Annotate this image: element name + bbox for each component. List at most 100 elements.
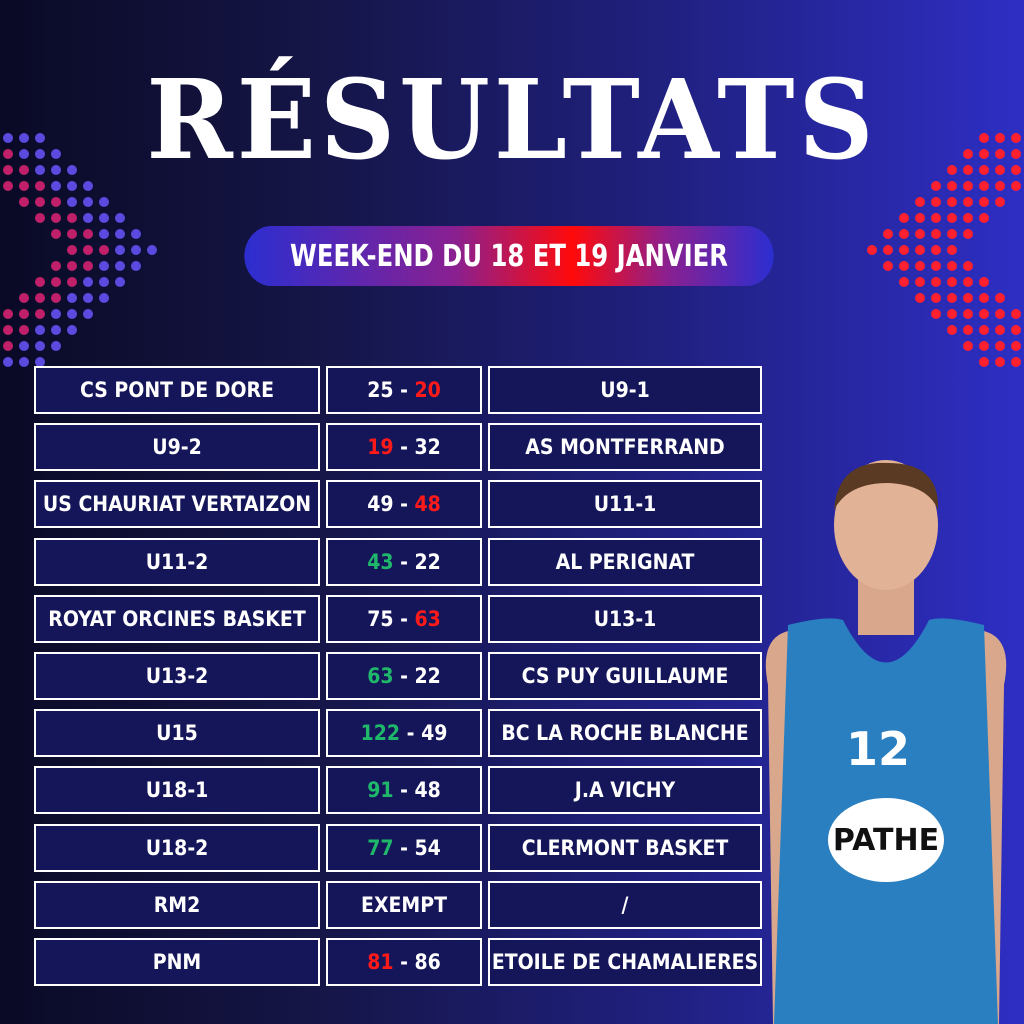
decor-dot [67, 181, 77, 191]
decor-dot [883, 261, 893, 271]
decor-dot [963, 181, 973, 191]
decor-dot [35, 293, 45, 303]
score-right: 20 [414, 378, 441, 402]
decor-dot [67, 197, 77, 207]
score-left: 25 [367, 378, 394, 402]
decor-dot [995, 341, 1005, 351]
decor-dot [83, 309, 93, 319]
decor-dot [963, 293, 973, 303]
decor-dot [83, 261, 93, 271]
decor-dot [19, 133, 29, 143]
decor-dot [931, 245, 941, 255]
decor-dot [51, 309, 61, 319]
decor-dot [963, 277, 973, 287]
decor-dot [35, 165, 45, 175]
decor-dot [1011, 341, 1021, 351]
decor-dot [83, 181, 93, 191]
decor-dot [915, 293, 925, 303]
decor-dot [979, 341, 989, 351]
decor-dot [995, 133, 1005, 143]
decor-dot [979, 309, 989, 319]
score: 81 - 86 [326, 938, 482, 986]
decor-dot [995, 149, 1005, 159]
decor-dot [3, 149, 13, 159]
score-left: 81 [367, 950, 394, 974]
decor-dot [931, 277, 941, 287]
score: 122 - 49 [326, 709, 482, 758]
away-team: U9-1 [488, 366, 762, 414]
decor-dot [899, 245, 909, 255]
decor-dot [963, 197, 973, 207]
decor-dot [3, 341, 13, 351]
decor-dot [1011, 181, 1021, 191]
decor-dot [915, 213, 925, 223]
decor-dot [963, 229, 973, 239]
score-left: 122 [360, 721, 401, 746]
decor-dot [915, 245, 925, 255]
away-team: CS PUY GUILLAUME [488, 652, 762, 700]
decor-dot [67, 261, 77, 271]
decor-dot [995, 293, 1005, 303]
decor-dot [947, 245, 957, 255]
decor-dot [995, 197, 1005, 207]
decor-dot [67, 309, 77, 319]
decor-dot [867, 245, 877, 255]
decor-dot [979, 149, 989, 159]
decor-dot [1011, 309, 1021, 319]
decor-dot [35, 277, 45, 287]
decor-dot [83, 277, 93, 287]
decor-dot [83, 245, 93, 255]
home-team: U11-2 [34, 537, 320, 586]
decor-dot [1011, 357, 1021, 367]
decor-dot [147, 245, 157, 255]
decor-dot [51, 293, 61, 303]
score-right: 54 [414, 835, 441, 860]
decor-dot [115, 245, 125, 255]
decor-dot [995, 165, 1005, 175]
decor-dot [915, 229, 925, 239]
decor-dot [115, 229, 125, 239]
away-team: CLERMONT BASKET [488, 823, 762, 872]
decor-dot [19, 165, 29, 175]
score-left: 91 [367, 778, 394, 803]
score: 75 - 63 [326, 594, 482, 643]
decor-dot [915, 261, 925, 271]
decor-dot [947, 325, 957, 335]
score: 49 - 48 [326, 480, 482, 529]
away-team: BC LA ROCHE BLANCHE [488, 709, 762, 758]
decor-dot [51, 213, 61, 223]
score: 25 - 20 [326, 366, 482, 414]
decor-dot [3, 181, 13, 191]
decor-dot [99, 277, 109, 287]
jersey-number: 12 [846, 722, 910, 776]
decor-dot [67, 325, 77, 335]
decor-dot [35, 181, 45, 191]
score-right: 49 [421, 721, 448, 746]
decor-dot [35, 133, 45, 143]
decor-dot [131, 261, 141, 271]
decor-dot [931, 197, 941, 207]
decor-dot [83, 213, 93, 223]
score-right: 22 [414, 549, 441, 574]
decor-dot [947, 229, 957, 239]
score-left: 19 [367, 435, 394, 460]
decor-dot [947, 165, 957, 175]
decor-dot [35, 325, 45, 335]
decor-dot [83, 293, 93, 303]
decor-dot [963, 149, 973, 159]
decor-dot [99, 229, 109, 239]
score-right: 63 [414, 606, 441, 631]
away-team: U13-1 [488, 594, 762, 643]
decor-dot [115, 261, 125, 271]
decor-dot [899, 277, 909, 287]
decor-dot [131, 245, 141, 255]
decor-dot [3, 133, 13, 143]
decor-dot [947, 181, 957, 191]
decor-dot [1011, 165, 1021, 175]
decor-dot [99, 213, 109, 223]
away-team: AS MONTFERRAND [488, 423, 762, 472]
decor-dot [979, 213, 989, 223]
score-right: 86 [414, 950, 441, 974]
home-team: U13-2 [34, 652, 320, 700]
decor-dot [979, 293, 989, 303]
